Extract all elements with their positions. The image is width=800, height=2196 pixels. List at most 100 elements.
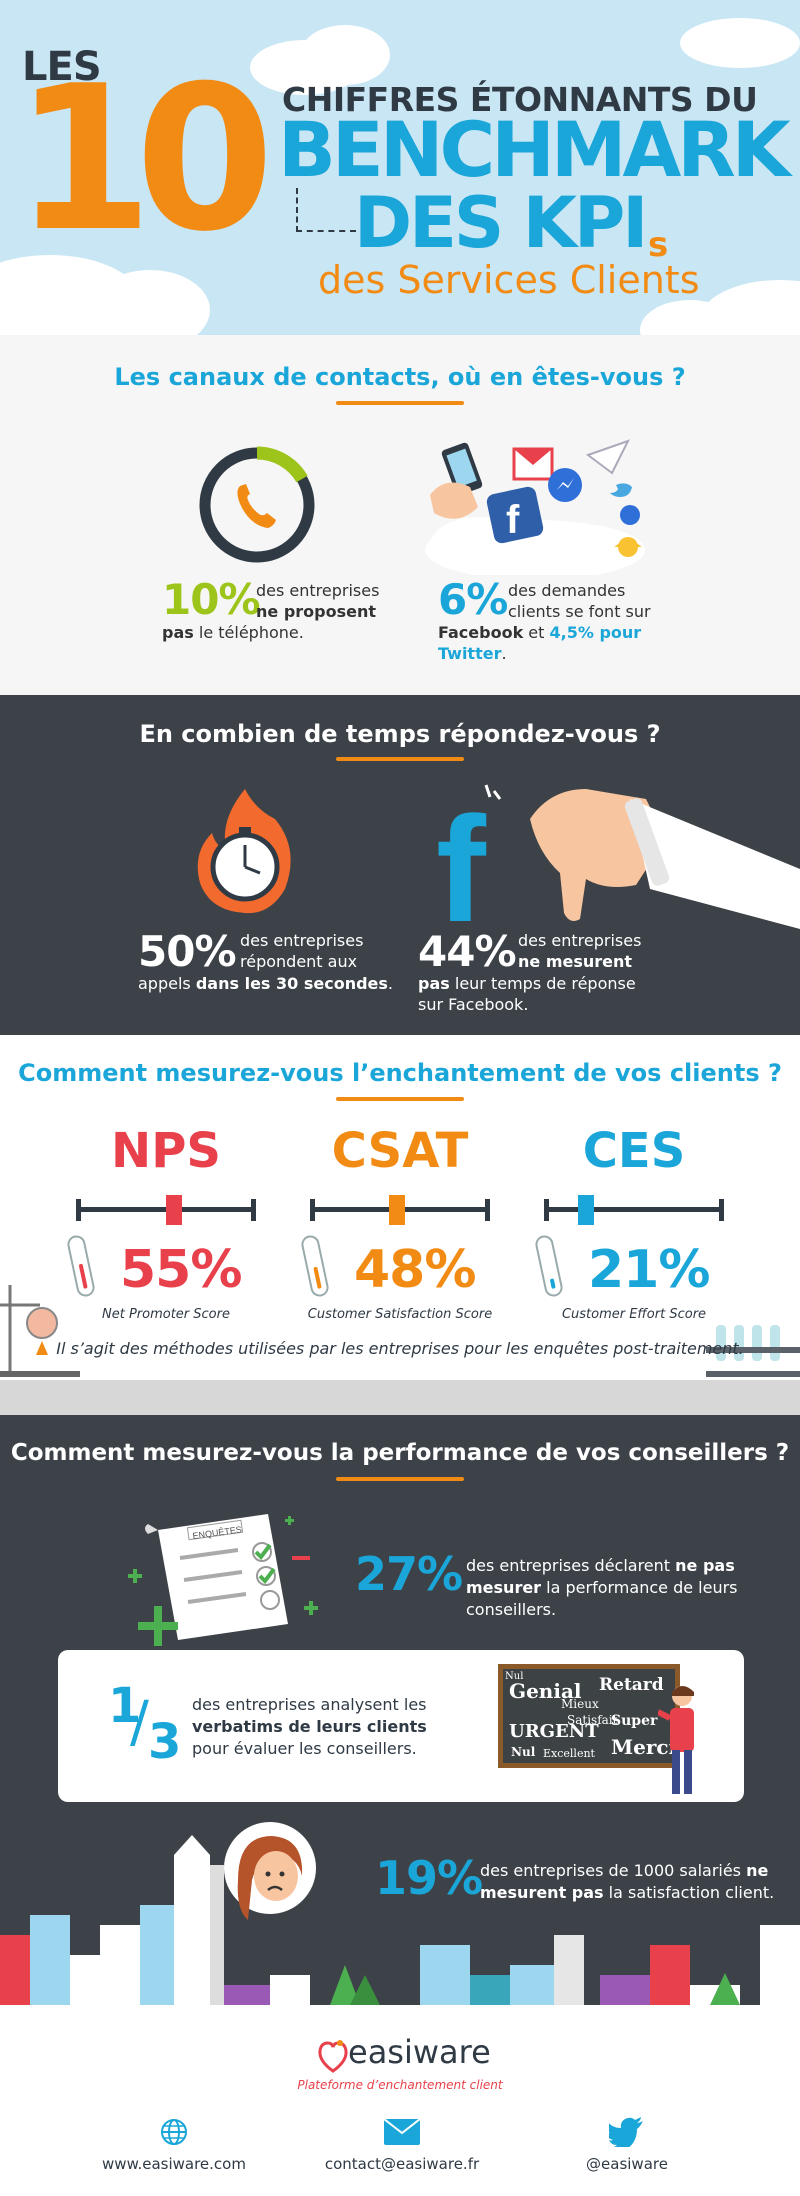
cloud: [90, 270, 210, 335]
svg-text:f: f: [506, 498, 520, 542]
stat-text-bold: pas: [418, 974, 450, 993]
verbatims-card: 1 / 3 des entreprises analysent les verb…: [58, 1650, 744, 1802]
kpi-scale-end: [251, 1199, 256, 1221]
stat-text-part: leur temps de réponse: [454, 974, 636, 993]
kpi-percent: 55%: [120, 1240, 242, 1300]
title-number: 10: [14, 43, 274, 276]
kpi-name: CSAT: [331, 1123, 469, 1179]
stat-text: appels dans les 30 secondes.: [138, 973, 418, 994]
kpi-scale-end: [485, 1199, 490, 1221]
cloud: [300, 25, 390, 85]
kpi-note: Il s’agit des méthodes utilisées par les…: [56, 1339, 744, 1358]
footer: easiware Plateforme d’enchantement clien…: [0, 2005, 800, 2196]
board-word: Merci: [611, 1735, 677, 1759]
stat-percent: 44%: [418, 927, 517, 976]
board-word: Nul: [511, 1745, 536, 1759]
stat-text-bold: dans les 30 secondes: [195, 974, 388, 993]
thermometer-level: [549, 1278, 556, 1289]
phone-icon: [192, 440, 322, 570]
stat-text-part: .: [387, 974, 394, 993]
stat-text-bold: mesurent pas: [480, 1883, 604, 1902]
stat-text-part: et: [528, 623, 545, 642]
section-customer-enchantment: Comment mesurez-vous l’enchantement de v…: [0, 1035, 800, 1380]
stat-text-bold: ne proposent: [256, 602, 377, 621]
logo-heart-icon: [318, 2040, 348, 2073]
kpi-scale-marker: [578, 1195, 594, 1225]
title-underline: [336, 401, 464, 405]
footer-twitter-link[interactable]: @easiware: [586, 2155, 668, 2173]
stat-text: des entreprises déclarent ne pas mesurer…: [466, 1555, 756, 1621]
kpi-scale-marker: [166, 1195, 182, 1225]
section-title: Comment mesurez-vous la performance de v…: [10, 1440, 790, 1466]
stat-percent: 50%: [138, 927, 237, 976]
fraction-slash: /: [130, 1690, 149, 1755]
kpi-name: CES: [582, 1123, 686, 1179]
kpi-scale-bar: [544, 1207, 724, 1212]
stat-text-part: des entreprises déclarent: [466, 1556, 671, 1575]
section-contact-channels: Les canaux de contacts, où en êtes-vous …: [0, 335, 800, 695]
board-word: Retard: [599, 1675, 664, 1695]
section-title: Comment mesurez-vous l’enchantement de v…: [18, 1059, 782, 1087]
city-skyline: [0, 1825, 800, 2005]
lab-flask-icon: [0, 1285, 80, 1380]
stat-text-part: appels: [138, 974, 191, 993]
section-divider: [0, 1380, 800, 1415]
brand-tagline: Plateforme d’enchantement client: [297, 2078, 503, 2092]
header-banner: LES 10 CHIFFRES ÉTONNANTS DU BENCHMARK D…: [0, 0, 800, 335]
section-response-time: En combien de temps répondez-vous ? 50% …: [0, 695, 800, 1035]
kpi-label: Customer Satisfaction Score: [307, 1307, 493, 1322]
title-benchmark: BENCHMARK: [278, 105, 791, 194]
board-word: Nul: [505, 1671, 524, 1682]
stat-text-bold: mesurer: [466, 1578, 542, 1597]
board-word: Excellent: [543, 1747, 595, 1760]
stat-text: des entreprises de 1000 salariés ne mesu…: [480, 1860, 780, 1904]
stat-text-bold: ne mesurent: [518, 952, 633, 971]
stat-text: Facebook et 4,5% pour Twitter.: [438, 622, 698, 664]
board-words: Genial Retard Nul Mieux Satisfait Super URGENT…: [503, 1669, 677, 1763]
stat-percent: 27%: [355, 1547, 463, 1601]
kpi-percent: 48%: [354, 1240, 476, 1300]
stat-text-part: le téléphone.: [198, 623, 304, 642]
kpi-scale-end: [719, 1199, 724, 1221]
stat-text-part: des entreprises analysent les: [192, 1695, 427, 1714]
thermometer-level: [313, 1266, 322, 1289]
board-word: Satisfait: [567, 1713, 618, 1727]
stat-text-bold: Twitter: [438, 644, 502, 663]
stat-text: des entreprises ne proposent: [256, 580, 416, 622]
footer-email-link[interactable]: contact@easiware.fr: [324, 2155, 480, 2173]
globe-icon: [159, 2117, 189, 2147]
teacher-icon: [656, 1684, 708, 1802]
title-underline: [336, 1097, 464, 1101]
stat-text-part: clients se font sur: [508, 602, 651, 621]
fraction-numerator: 1: [108, 1678, 142, 1734]
section-title: Les canaux de contacts, où en êtes-vous …: [114, 363, 686, 391]
stat-text-part: des entreprises: [240, 931, 364, 950]
stat-text: des entreprises répondent aux: [240, 930, 400, 972]
stat-text-part: des entreprises de 1000 salariés: [480, 1861, 742, 1880]
stat-text-part: sur Facebook.: [418, 995, 529, 1014]
board-word: Super: [611, 1713, 658, 1729]
stat-text-part: des entreprises: [518, 931, 642, 950]
chalkboard: Genial Retard Nul Mieux Satisfait Super URGENT…: [498, 1664, 680, 1768]
kpi-scale-end: [544, 1199, 549, 1221]
board-word: URGENT: [509, 1721, 599, 1742]
stat-text: pas le téléphone.: [162, 622, 382, 643]
footer-website-link[interactable]: www.easiware.com: [102, 2155, 246, 2173]
kpi-scale-marker: [389, 1195, 405, 1225]
kpi-scale-end: [76, 1199, 81, 1221]
svg-text:f: f: [436, 785, 487, 933]
survey-document-icon: ENQUÊTES: [128, 1510, 318, 1650]
envelope-icon: [383, 2118, 421, 2145]
title-underline: [336, 757, 464, 761]
title-underline: [336, 1477, 464, 1481]
stat-text-part: pour évaluer les conseillers.: [192, 1739, 417, 1758]
kpi-percent: 21%: [588, 1240, 710, 1300]
section-advisor-performance: Comment mesurez-vous la performance de v…: [0, 1415, 800, 2005]
sad-customer-icon: [220, 1820, 320, 1920]
stat-percent: 19%: [375, 1851, 483, 1905]
stat-text-bold: ne: [746, 1861, 769, 1880]
easiware-logo[interactable]: easiware: [318, 2033, 491, 2073]
stat-percent: 6%: [438, 575, 508, 624]
stat-text: des demandes clients se font sur: [508, 580, 708, 622]
stat-text-part: .: [501, 644, 507, 663]
